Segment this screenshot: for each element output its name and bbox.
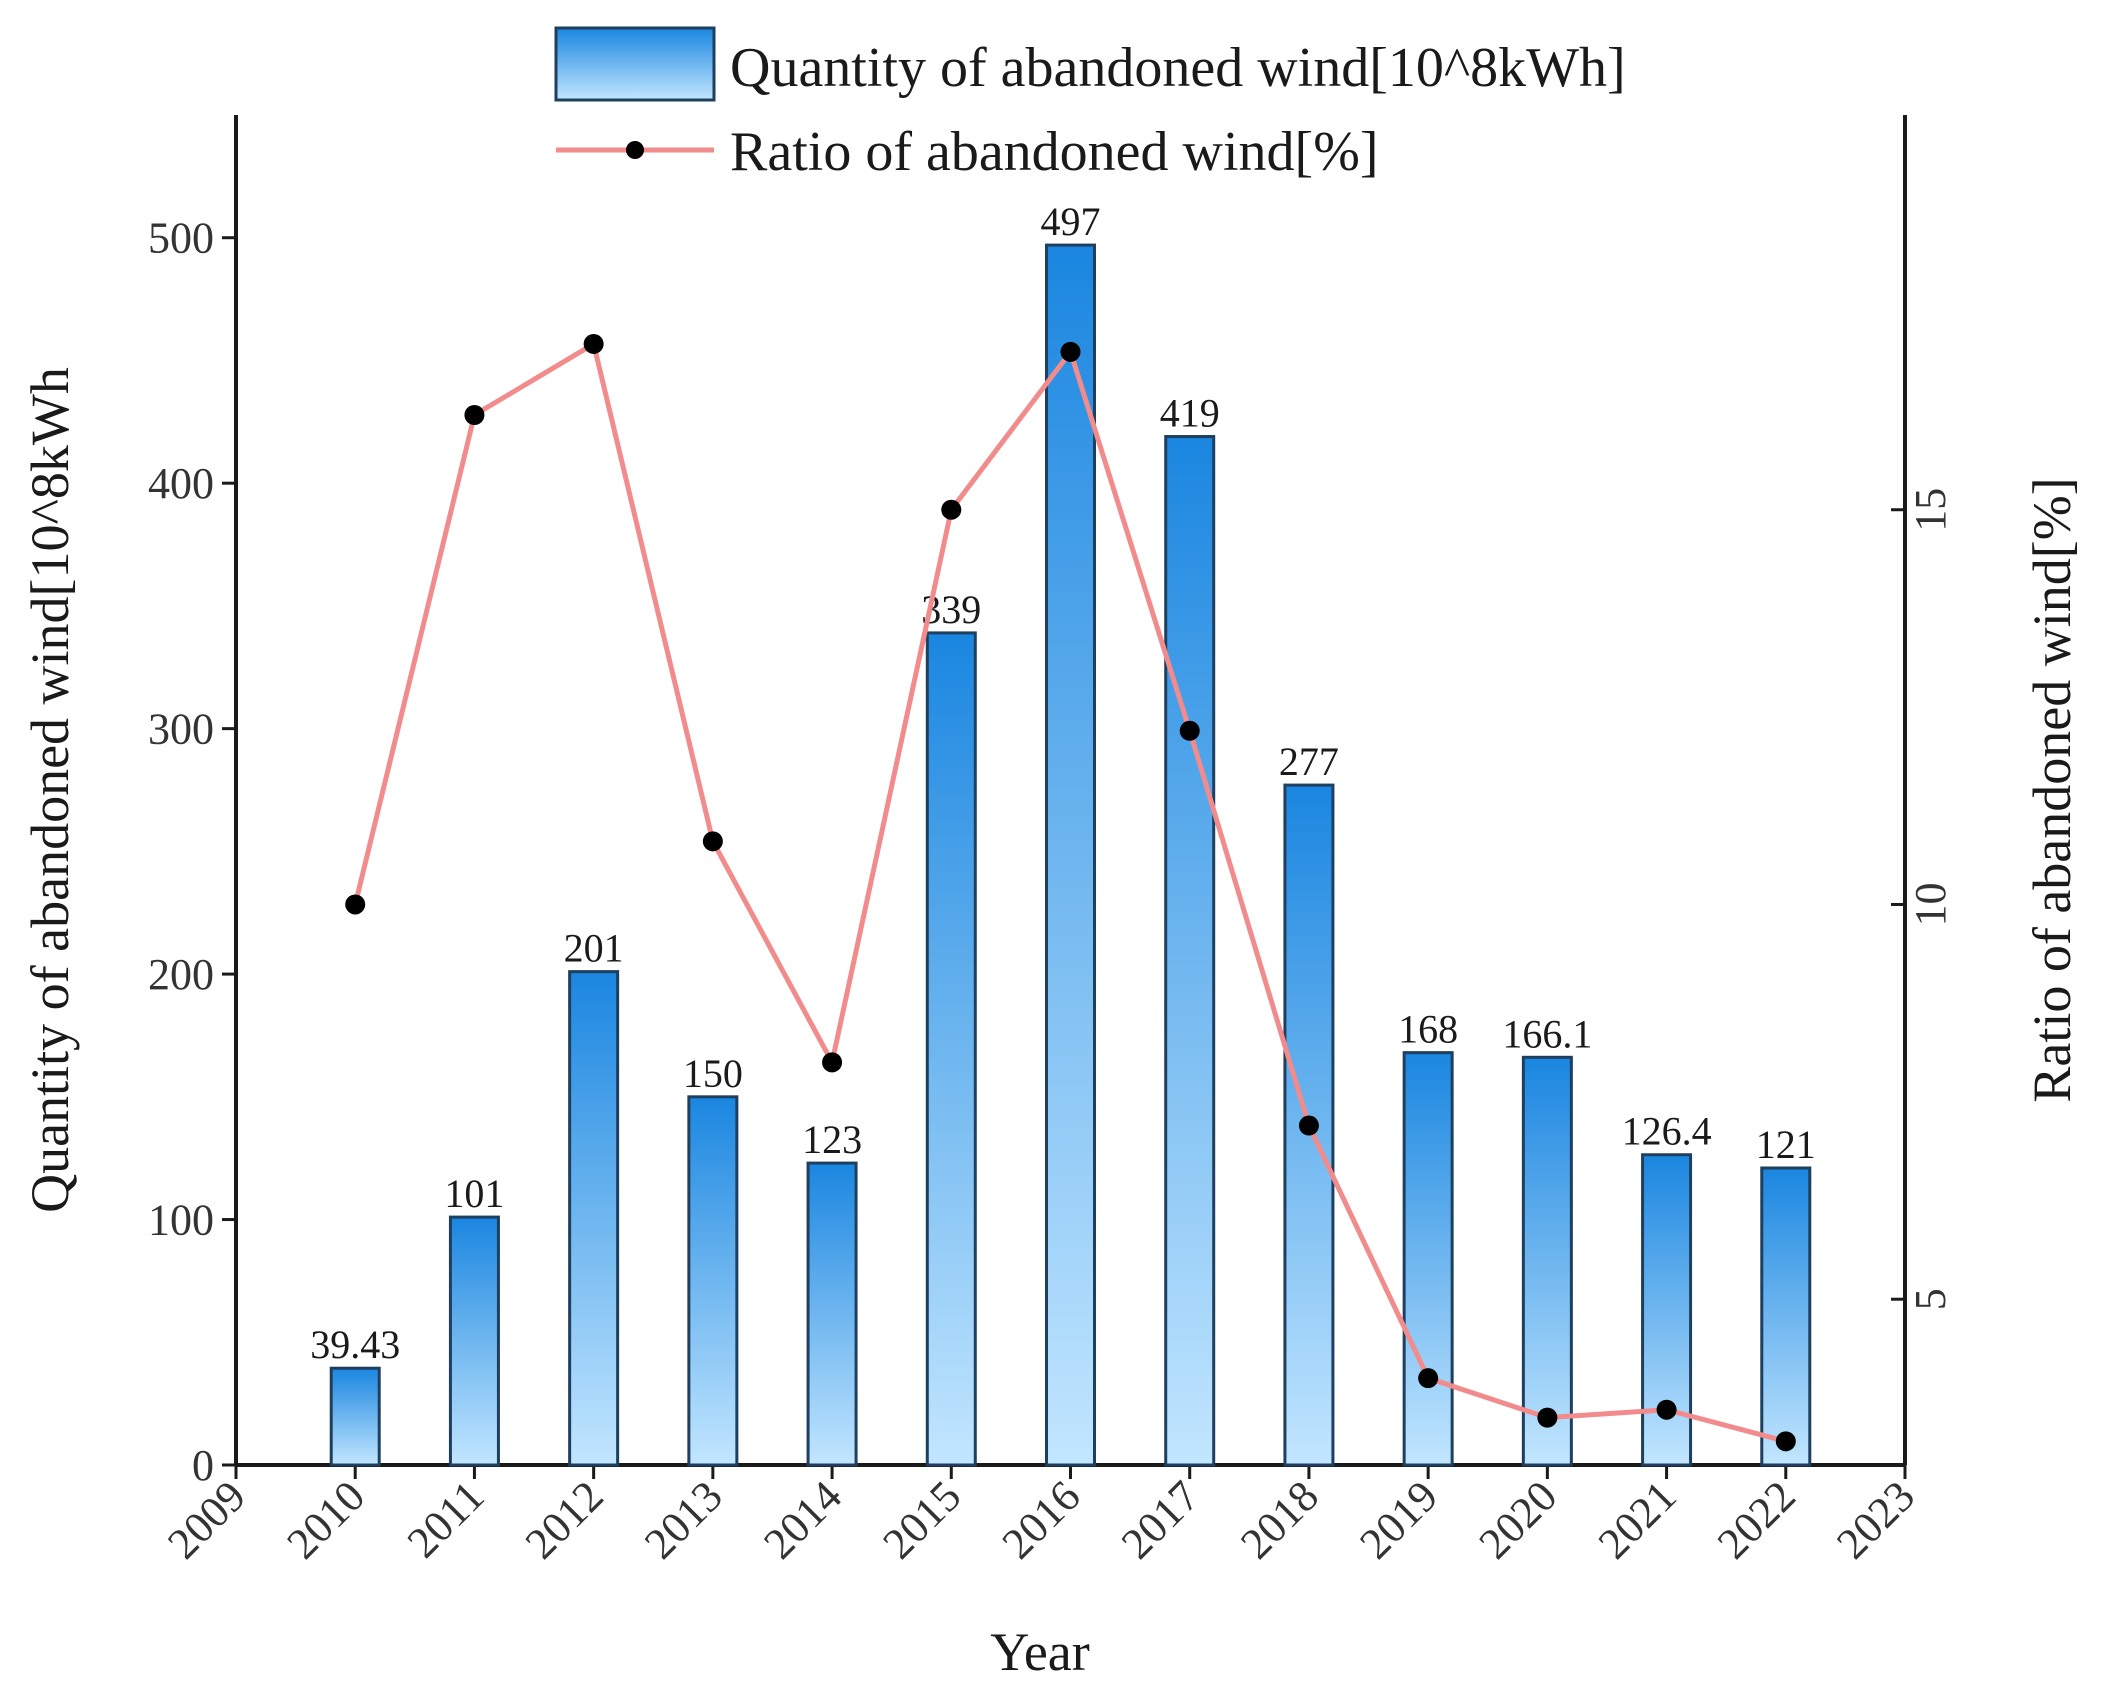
right-y-ticks: 5 10 15 [1891,488,1955,1310]
bar-series [329,243,1812,1467]
x-tick-label: 2013 [635,1471,732,1568]
ratio-point-2018 [1298,1115,1319,1136]
x-tick-label: 2020 [1470,1471,1567,1568]
ratio-point-2017 [1179,720,1200,741]
y2-tick-label: 5 [1906,1288,1955,1310]
left-y-axis-title: Quantity of abandoned wind[10^8kWh [20,367,80,1213]
ratio-point-2015 [941,499,962,520]
bar-label-2022: 121 [1756,1122,1816,1167]
x-tick-label: 2011 [398,1471,494,1567]
x-tick-label: 2017 [1112,1471,1209,1568]
bar-2013 [687,1095,739,1467]
bar-2012 [568,970,620,1467]
x-ticks: 2009 2010 2011 2012 2013 2014 2015 2016 2017 2018… [158,1465,1924,1568]
x-tick-label: 2018 [1231,1471,1328,1568]
right-y-axis-title: Ratio of abandoned wind[%] [2022,477,2082,1102]
y-tick-label: 400 [148,459,214,508]
x-tick-label: 2021 [1589,1471,1686,1568]
bar-label-2014: 123 [802,1117,862,1162]
ratio-point-2016 [1060,341,1081,362]
y2-tick-label: 10 [1906,882,1955,926]
legend-line-label: Ratio of abandoned wind[%] [730,121,1378,183]
left-y-ticks: 0 100 200 300 400 500 [148,214,236,1490]
x-tick-label: 2015 [873,1471,970,1568]
bar-label-2017: 419 [1160,391,1220,436]
bar-2019 [1402,1051,1454,1467]
bar-label-2013: 150 [683,1051,743,1096]
ratio-point-2010 [345,894,366,915]
legend-bar-label: Quantity of abandoned wind[10^8kWh] [730,37,1626,99]
bar-label-2012: 201 [564,926,624,971]
x-tick-label: 2014 [754,1471,851,1568]
ratio-points [345,333,1796,1452]
x-tick-label: 2023 [1827,1471,1924,1568]
bar-2014 [806,1161,858,1467]
ratio-point-2019 [1418,1368,1439,1389]
y-tick-label: 200 [148,950,214,999]
x-tick-label: 2022 [1708,1471,1805,1568]
bar-2011 [448,1215,500,1467]
x-tick-label: 2009 [158,1471,255,1568]
bar-2017 [1164,435,1216,1467]
ratio-point-2011 [464,405,485,425]
legend: Quantity of abandoned wind[10^8kWh] Rati… [554,26,1626,183]
bar-label-2010: 39.43 [310,1322,400,1367]
bar-label-2019: 168 [1398,1007,1458,1052]
bar-2015 [925,631,977,1467]
y-tick-label: 300 [148,705,214,754]
bar-label-2021: 126.4 [1622,1109,1712,1154]
ratio-point-2022 [1775,1431,1796,1452]
bar-2010 [329,1366,381,1467]
y-tick-label: 100 [148,1196,214,1245]
y2-tick-label: 15 [1906,488,1955,532]
bar-label-2018: 277 [1279,739,1339,784]
bar-label-2011: 101 [444,1171,504,1216]
y-tick-label: 0 [192,1441,214,1490]
x-tick-label: 2012 [516,1471,613,1568]
bar-2022 [1760,1166,1812,1467]
ratio-point-2013 [702,831,723,852]
ratio-point-2021 [1656,1399,1677,1420]
y-tick-label: 500 [148,214,214,263]
legend-line-marker [626,141,644,159]
ratio-point-2014 [822,1052,843,1073]
ratio-point-2012 [583,333,604,354]
bar-label-2020: 166.1 [1502,1011,1592,1056]
bar-2020 [1521,1055,1573,1467]
ratio-point-2020 [1537,1407,1558,1428]
bar-label-2016: 497 [1041,199,1101,244]
legend-bar-swatch [554,26,716,102]
x-tick-label: 2010 [277,1471,374,1568]
x-tick-label: 2016 [993,1471,1090,1568]
x-tick-label: 2019 [1350,1471,1447,1568]
bar-2016 [1045,243,1096,1467]
x-axis-title: Year [990,1622,1090,1682]
